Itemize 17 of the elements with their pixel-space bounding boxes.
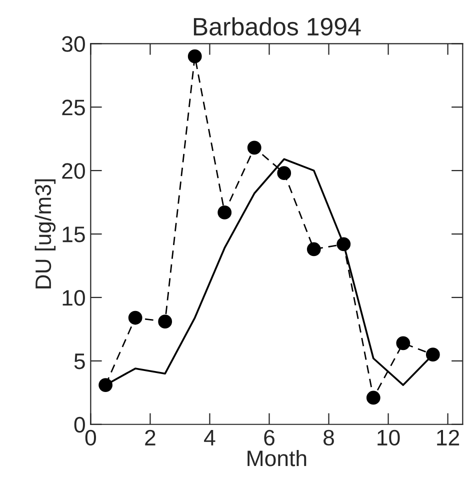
y-tick-label: 30 bbox=[62, 36, 85, 52]
x-tick-label: 10 bbox=[378, 430, 400, 446]
y-tick-label: 10 bbox=[62, 290, 85, 306]
x-axis-title: Month bbox=[248, 450, 306, 466]
y-tick-label: 25 bbox=[62, 100, 85, 116]
y-axis-title: DU [ug/m3] bbox=[34, 179, 56, 288]
x-tick-label: 6 bbox=[264, 430, 274, 446]
x-tick-label: 0 bbox=[85, 430, 96, 446]
x-tick-label: 2 bbox=[145, 430, 156, 446]
x-tick-label: 8 bbox=[324, 430, 334, 446]
chart-title: Barbados 1994 bbox=[194, 17, 361, 36]
x-tick-label: 4 bbox=[204, 430, 216, 446]
y-tick-label: 5 bbox=[74, 354, 85, 370]
y-tick-label: 15 bbox=[62, 226, 85, 242]
y-tick-label: 0 bbox=[74, 416, 85, 433]
x-tick-label: 12 bbox=[437, 430, 460, 446]
y-tick-label: 20 bbox=[62, 163, 85, 179]
